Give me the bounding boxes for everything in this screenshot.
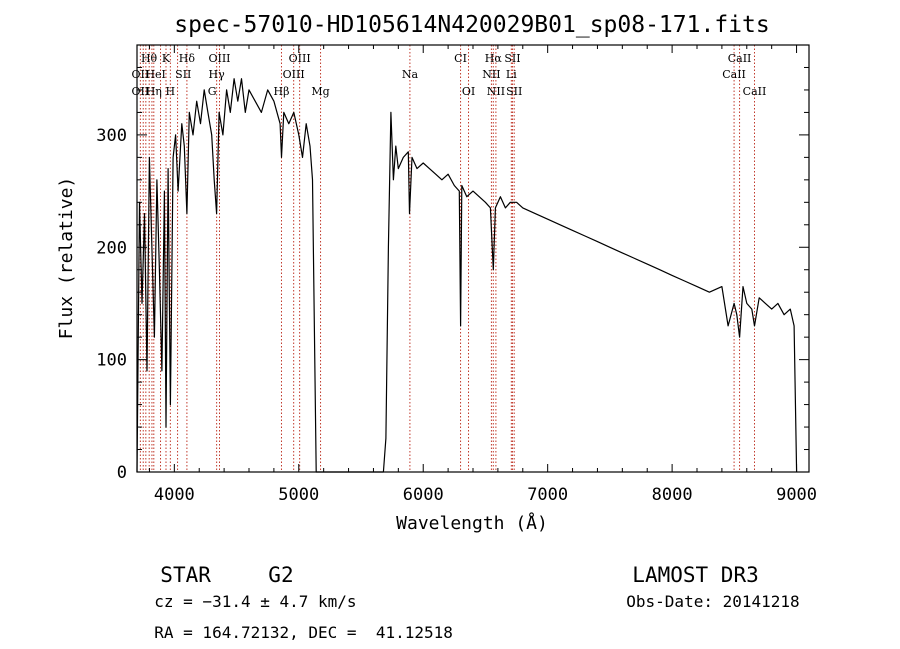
object-class-label: STAR xyxy=(160,563,211,587)
x-axis-ticks: 4000 5000 6000 7000 8000 9000 xyxy=(148,45,817,505)
object-class: STAR xyxy=(135,539,211,587)
survey-name-label: LAMOST DR3 xyxy=(632,563,759,587)
line-label: Hγ xyxy=(209,68,226,81)
y-tick-label: 300 xyxy=(96,126,127,146)
line-label: OI xyxy=(462,85,475,98)
object-subclass-label: G2 xyxy=(268,563,294,587)
line-label: SII xyxy=(506,85,522,98)
line-label: G xyxy=(208,85,217,98)
plot-frame xyxy=(136,44,810,473)
x-tick-label: 4000 xyxy=(154,485,195,505)
line-label: OIII xyxy=(283,68,305,81)
x-tick-label: 8000 xyxy=(652,485,693,505)
spectrum-line xyxy=(136,78,798,473)
line-label: OII xyxy=(132,68,150,81)
coordinates-info: RA = 164.72132, DEC = 41.12518 xyxy=(135,604,453,642)
line-label: OII xyxy=(132,85,150,98)
line-label: CaII xyxy=(743,85,767,98)
line-label: OIII xyxy=(289,52,311,65)
line-label: CaII xyxy=(728,52,752,65)
line-label: HeI xyxy=(145,68,165,81)
object-subclass: G2 xyxy=(243,539,294,587)
line-label: Hδ xyxy=(179,52,196,65)
line-label: NII xyxy=(487,85,505,98)
line-label: Hη xyxy=(146,85,162,98)
line-label: NII xyxy=(482,68,500,81)
coordinates-value: RA = 164.72132, DEC = 41.12518 xyxy=(154,623,453,642)
y-axis-label: Flux (relative) xyxy=(56,177,77,340)
observation-date-value: Obs-Date: 20141218 xyxy=(626,592,800,611)
y-axis-ticks: 0 100 200 300 xyxy=(96,66,809,483)
x-tick-label: 9000 xyxy=(776,485,817,505)
line-label: Mg xyxy=(311,85,329,98)
y-tick-label: 100 xyxy=(96,351,127,371)
emission-line-marks xyxy=(139,45,755,472)
redshift-value: cz = −31.4 ± 4.7 km/s xyxy=(154,592,357,611)
x-tick-label: 6000 xyxy=(403,485,444,505)
line-label: CaII xyxy=(722,68,746,81)
line-label: SII xyxy=(175,68,191,81)
y-tick-label: 200 xyxy=(96,238,127,258)
line-label: Hα xyxy=(485,52,503,65)
x-axis-label: Wavelength (Å) xyxy=(396,512,548,534)
line-label: H xyxy=(166,85,176,98)
line-label: Li xyxy=(506,68,517,81)
chart-title: spec-57010-HD105614N420029B01_sp08-171.f… xyxy=(174,12,769,38)
line-label: K xyxy=(162,52,171,65)
line-label: CI xyxy=(454,52,467,65)
line-label: Hθ xyxy=(141,52,158,65)
redshift-info: cz = −31.4 ± 4.7 km/s xyxy=(135,573,357,611)
survey-name: LAMOST DR3 xyxy=(607,539,759,587)
observation-date: Obs-Date: 20141218 xyxy=(607,573,800,611)
line-label: Hβ xyxy=(274,85,290,98)
x-tick-label: 7000 xyxy=(527,485,568,505)
line-label: SII xyxy=(504,52,520,65)
x-tick-label: 5000 xyxy=(278,485,319,505)
line-label: OIII xyxy=(208,52,230,65)
line-label: Na xyxy=(402,68,419,81)
y-tick-label: 0 xyxy=(117,463,127,483)
